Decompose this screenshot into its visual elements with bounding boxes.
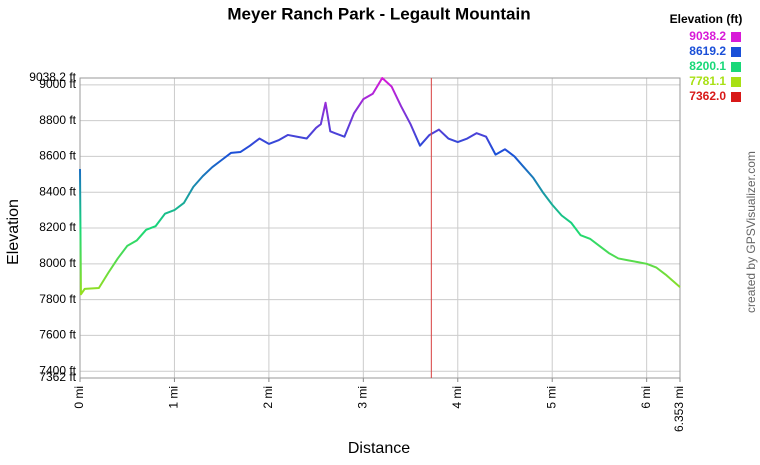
y-tick-label: 7362 ft [39, 370, 76, 384]
legend-label: 7362.0 [689, 89, 726, 103]
legend-swatch [731, 77, 741, 87]
y-tick-label: 7600 ft [39, 328, 76, 342]
y-tick-label: 7400 ft [39, 363, 76, 377]
x-tick-label: 5 mi [544, 386, 558, 409]
y-tick-label: 8400 ft [39, 184, 76, 198]
y-tick-label: 8600 ft [39, 149, 76, 163]
x-tick-label: 6 mi [639, 386, 653, 409]
legend-swatch [731, 32, 741, 42]
y-tick-label: 7800 ft [39, 292, 76, 306]
legend-label: 8200.1 [689, 59, 726, 73]
legend-swatch [731, 62, 741, 72]
y-tick-label: 8200 ft [39, 220, 76, 234]
legend-title: Elevation (ft) [670, 12, 743, 26]
legend-swatch [731, 92, 741, 102]
y-axis-label: Elevation [5, 199, 22, 265]
y-tick-label: 9038.2 ft [29, 70, 76, 84]
x-tick-label: 6.353 mi [672, 386, 686, 432]
x-axis-label: Distance [348, 440, 410, 457]
x-tick-label: 0 mi [72, 386, 86, 409]
legend-label: 9038.2 [689, 29, 726, 43]
elevation-line [79, 77, 681, 296]
x-tick-label: 1 mi [167, 386, 181, 409]
chart-title: Meyer Ranch Park - Legault Mountain [227, 4, 530, 23]
x-tick-label: 3 mi [356, 386, 370, 409]
y-tick-label: 8000 ft [39, 256, 76, 270]
legend-swatch [731, 47, 741, 57]
credit: created by GPSVisualizer.com [744, 151, 758, 313]
y-tick-label: 9000 ft [39, 77, 76, 91]
y-tick-label: 8800 ft [39, 113, 76, 127]
legend-label: 7781.1 [689, 74, 726, 88]
x-tick-label: 4 mi [450, 386, 464, 409]
x-tick-label: 2 mi [261, 386, 275, 409]
legend-label: 8619.2 [689, 44, 726, 58]
